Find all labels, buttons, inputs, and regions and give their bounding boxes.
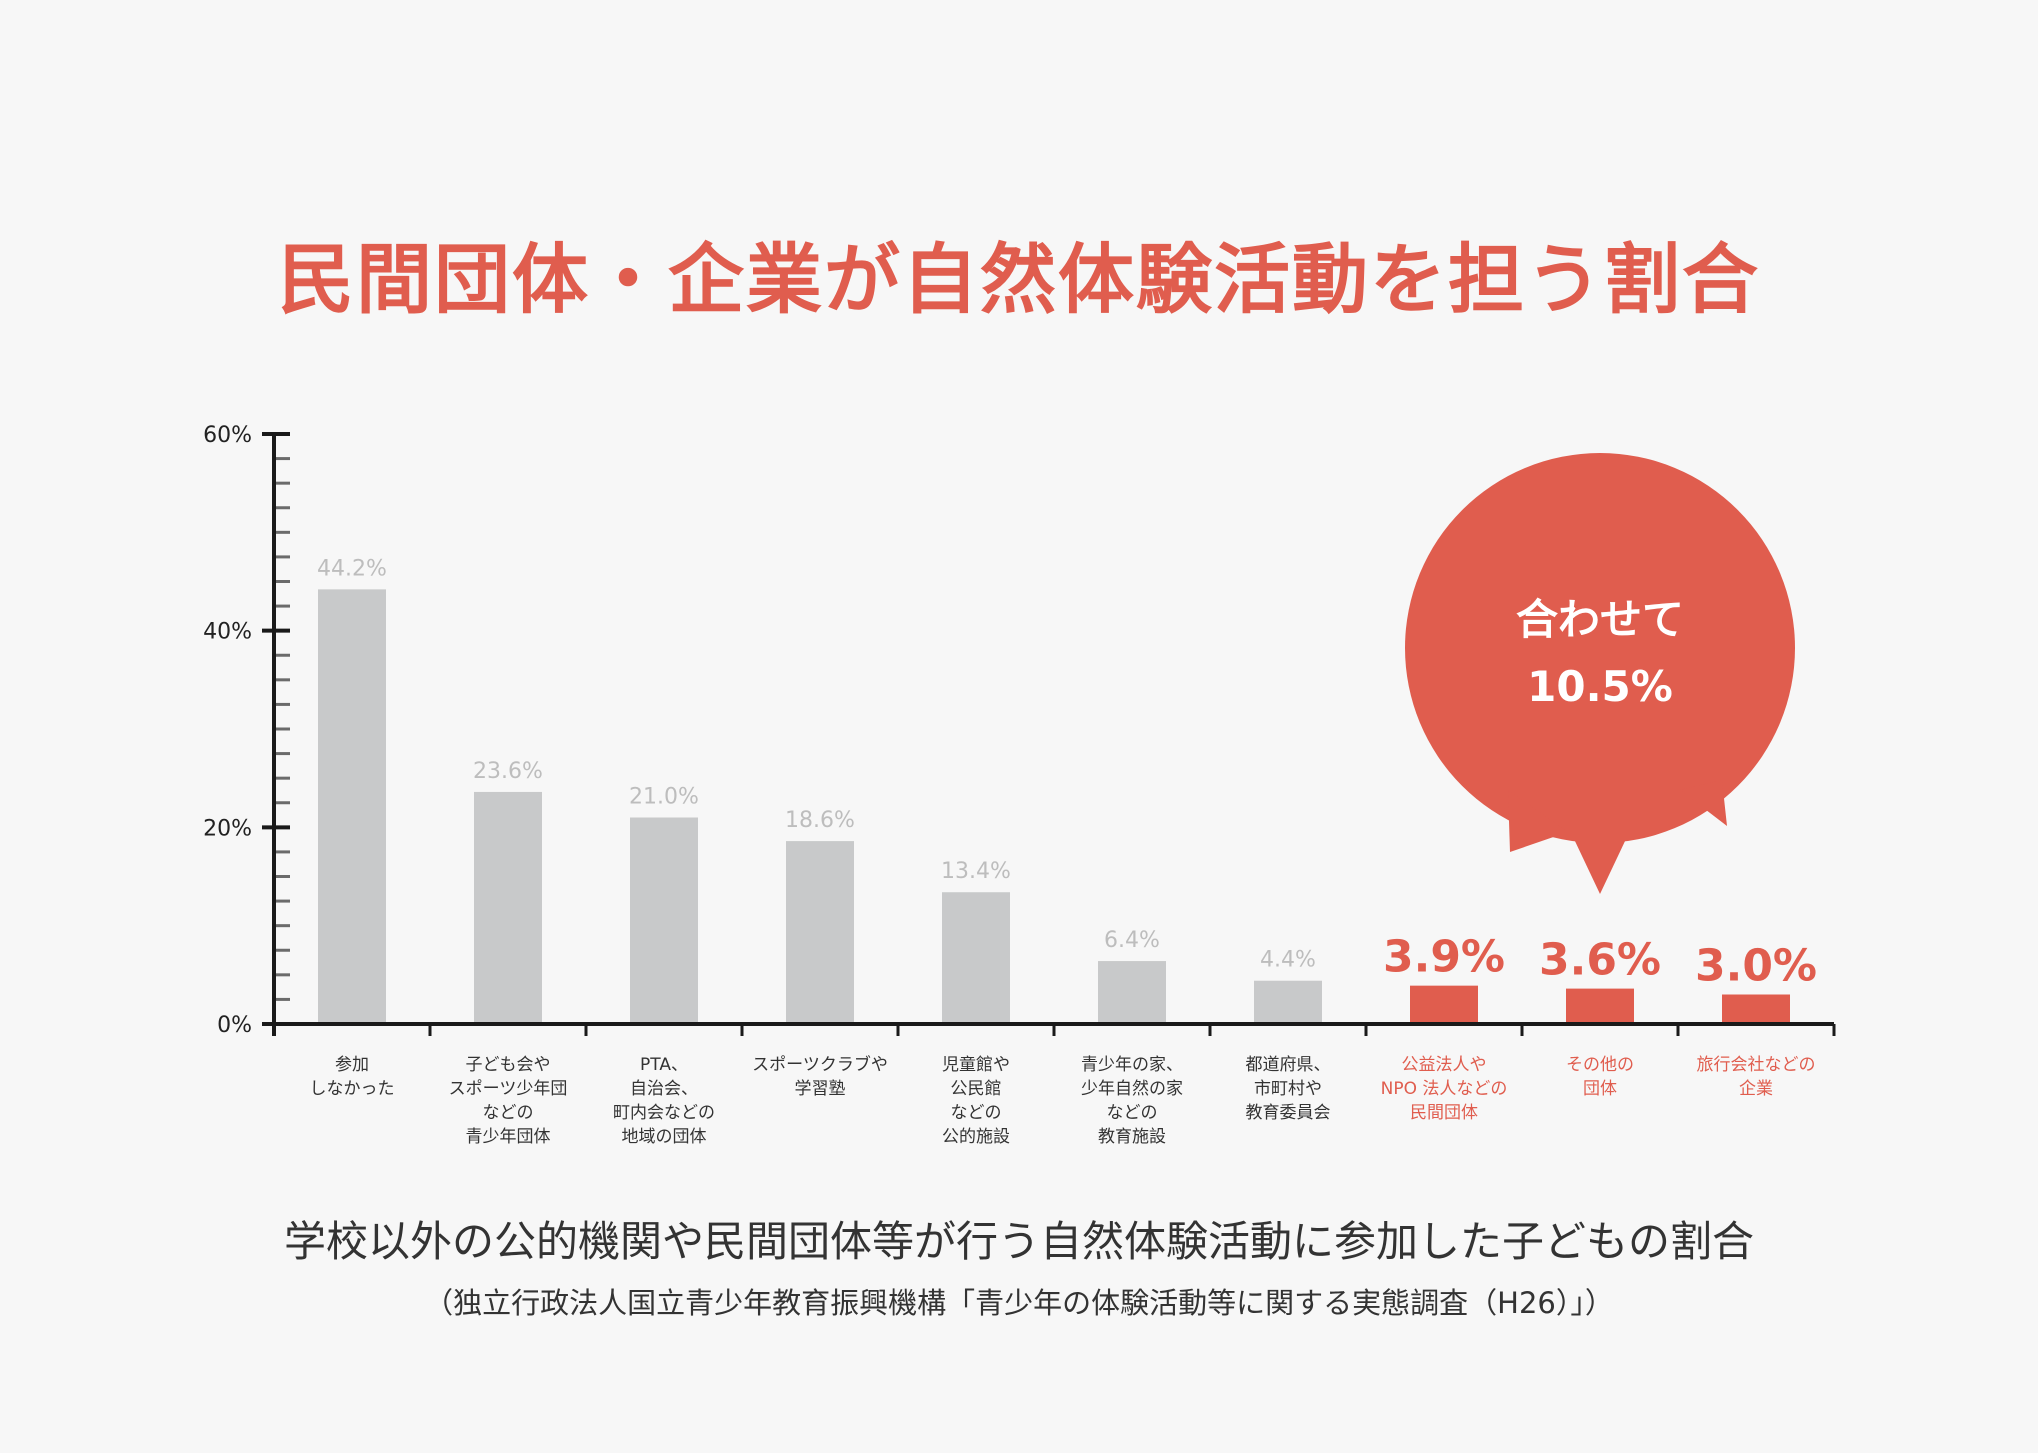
category-label-5: 児童館や bbox=[942, 1055, 1010, 1075]
bar-4 bbox=[786, 841, 854, 1024]
category-label-2: などの bbox=[483, 1103, 534, 1123]
y-tick-label: 60% bbox=[203, 423, 252, 448]
category-label-5: 公民館 bbox=[951, 1079, 1002, 1099]
category-label-2: 青少年団体 bbox=[466, 1127, 551, 1147]
callout-bubble bbox=[1405, 453, 1795, 843]
callout: 合わせて 10.5% bbox=[1405, 453, 1795, 894]
category-label-10: 企業 bbox=[1739, 1079, 1773, 1099]
category-label-6: 青少年の家、 bbox=[1081, 1055, 1183, 1075]
callout-value: 10.5% bbox=[1527, 662, 1673, 711]
value-label-8: 3.9% bbox=[1383, 932, 1505, 983]
bar-1 bbox=[318, 589, 386, 1024]
value-label-7: 4.4% bbox=[1260, 948, 1316, 973]
bar-2 bbox=[474, 791, 542, 1024]
bar-10 bbox=[1722, 994, 1790, 1024]
category-label-4: スポーツクラブや bbox=[752, 1054, 888, 1075]
bar-6 bbox=[1098, 961, 1166, 1024]
bar-5 bbox=[942, 892, 1010, 1024]
category-label-2: 子ども会や bbox=[466, 1055, 551, 1075]
chart-caption: 学校以外の公的機関や民間団体等が行う自然体験活動に参加した子どもの割合 bbox=[283, 1217, 1754, 1266]
callout-pointer-right bbox=[1680, 780, 1727, 826]
y-tick-label: 40% bbox=[203, 620, 252, 645]
category-label-3: 町内会などの bbox=[613, 1103, 715, 1123]
labels: 44.2%参加しなかった23.6%子ども会やスポーツ少年団などの青少年団体21.… bbox=[203, 423, 1817, 1147]
category-label-7: 市町村や bbox=[1254, 1079, 1322, 1099]
category-label-7: 教育委員会 bbox=[1246, 1103, 1331, 1123]
bar-8 bbox=[1410, 985, 1478, 1024]
callout-pointer-left bbox=[1508, 790, 1568, 852]
axes bbox=[262, 432, 1836, 1036]
value-label-9: 3.6% bbox=[1539, 935, 1661, 986]
value-label-4: 18.6% bbox=[785, 808, 855, 833]
category-label-1: しなかった bbox=[310, 1079, 395, 1099]
category-label-5: 公的施設 bbox=[942, 1127, 1010, 1147]
bars bbox=[318, 589, 1790, 1024]
category-label-6: 少年自然の家 bbox=[1081, 1079, 1183, 1099]
category-label-5: などの bbox=[951, 1103, 1002, 1123]
category-label-7: 都道府県、 bbox=[1246, 1055, 1331, 1075]
callout-pointer-middle bbox=[1565, 820, 1635, 894]
category-label-2: スポーツ少年団 bbox=[449, 1079, 568, 1099]
category-label-4: 学習塾 bbox=[795, 1078, 846, 1099]
value-label-3: 21.0% bbox=[629, 785, 699, 810]
category-label-6: などの bbox=[1107, 1103, 1158, 1123]
category-label-3: 自治会、 bbox=[630, 1079, 698, 1099]
y-axis-minor-ticks bbox=[274, 432, 290, 1026]
category-label-8: NPO 法人などの bbox=[1381, 1079, 1508, 1099]
bar-7 bbox=[1254, 980, 1322, 1024]
bar-9 bbox=[1566, 988, 1634, 1024]
category-label-8: 民間団体 bbox=[1410, 1103, 1478, 1123]
category-label-3: 地域の団体 bbox=[622, 1127, 707, 1147]
category-label-8: 公益法人や bbox=[1402, 1055, 1487, 1075]
y-tick-label: 0% bbox=[217, 1013, 252, 1038]
category-label-3: PTA、 bbox=[640, 1055, 688, 1075]
category-label-1: 参加 bbox=[335, 1055, 369, 1075]
value-label-2: 23.6% bbox=[473, 759, 543, 784]
category-label-9: その他の bbox=[1566, 1055, 1634, 1075]
callout-label: 合わせて bbox=[1516, 595, 1684, 644]
chart-source: （独立行政法人国立青少年教育振興機構「青少年の体験活動等に関する実態調査（H26… bbox=[424, 1286, 1614, 1320]
chart-title: 民間団体・企業が自然体験活動を担う割合 bbox=[278, 235, 1760, 324]
value-label-6: 6.4% bbox=[1104, 928, 1160, 953]
value-label-10: 3.0% bbox=[1695, 941, 1817, 992]
y-tick-label: 20% bbox=[203, 816, 252, 841]
category-label-9: 団体 bbox=[1583, 1079, 1617, 1099]
category-label-10: 旅行会社などの bbox=[1697, 1055, 1816, 1075]
value-label-1: 44.2% bbox=[317, 556, 387, 581]
bar-3 bbox=[630, 817, 698, 1024]
value-label-5: 13.4% bbox=[941, 859, 1011, 884]
category-label-6: 教育施設 bbox=[1098, 1127, 1166, 1147]
